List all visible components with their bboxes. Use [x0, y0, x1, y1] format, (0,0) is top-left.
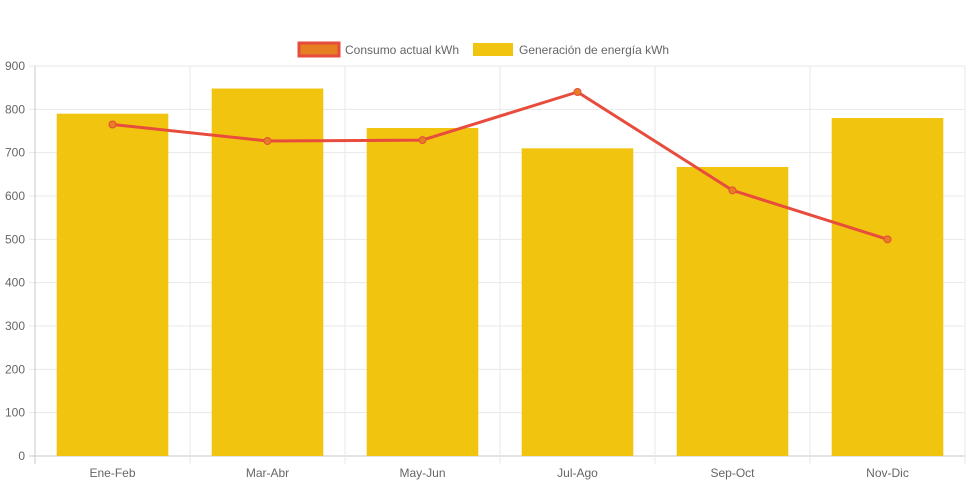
y-tick-label: 900: [5, 59, 25, 73]
point-consumo: [108, 120, 117, 129]
y-tick-label: 0: [18, 449, 25, 463]
legend-swatch-generacion: [473, 43, 513, 56]
bar-generacion: [56, 113, 169, 457]
point-consumo: [263, 136, 272, 145]
y-tick-label: 400: [5, 276, 25, 290]
line-series: [108, 88, 892, 244]
legend-label-consumo: Consumo actual kWh: [345, 43, 459, 57]
point-consumo: [883, 235, 892, 244]
x-tick-label: May-Jun: [399, 466, 445, 480]
point-consumo: [728, 186, 737, 195]
y-axis: 0 100 200 300 400 500 600 700 800 900: [5, 59, 25, 463]
y-tick-label: 500: [5, 232, 25, 246]
bar-generacion: [211, 88, 324, 457]
x-axis: Ene-Feb Mar-Abr May-Jun Jul-Ago Sep-Oct Nov-D…: [89, 466, 908, 480]
bar-generacion: [366, 127, 479, 456]
y-tick-label: 300: [5, 319, 25, 333]
legend-label-generacion: Generación de energía kWh: [519, 43, 669, 57]
y-tick-label: 100: [5, 406, 25, 420]
legend-swatch-consumo: [297, 41, 341, 58]
legend-item-generacion[interactable]: Generación de energía kWh: [473, 43, 669, 57]
line-consumo: [112, 90, 888, 241]
x-tick-label: Ene-Feb: [89, 466, 135, 480]
y-tick-label: 800: [5, 102, 25, 116]
bar-generacion: [831, 118, 944, 456]
y-tick-label: 200: [5, 362, 25, 376]
grid: [29, 65, 966, 464]
x-tick-label: Nov-Dic: [866, 466, 909, 480]
y-tick-label: 700: [5, 146, 25, 160]
y-tick-label: 600: [5, 189, 25, 203]
x-tick-label: Sep-Oct: [710, 466, 755, 480]
point-consumo: [573, 88, 582, 96]
x-tick-label: Jul-Ago: [557, 466, 598, 480]
legend: Consumo actual kWh Generación de energía…: [297, 41, 669, 58]
bars: [56, 88, 944, 457]
point-consumo: [418, 136, 427, 145]
legend-item-consumo[interactable]: Consumo actual kWh: [297, 41, 459, 58]
bar-generacion: [676, 166, 789, 456]
x-tick-label: Mar-Abr: [246, 466, 289, 480]
bar-generacion: [521, 148, 634, 457]
